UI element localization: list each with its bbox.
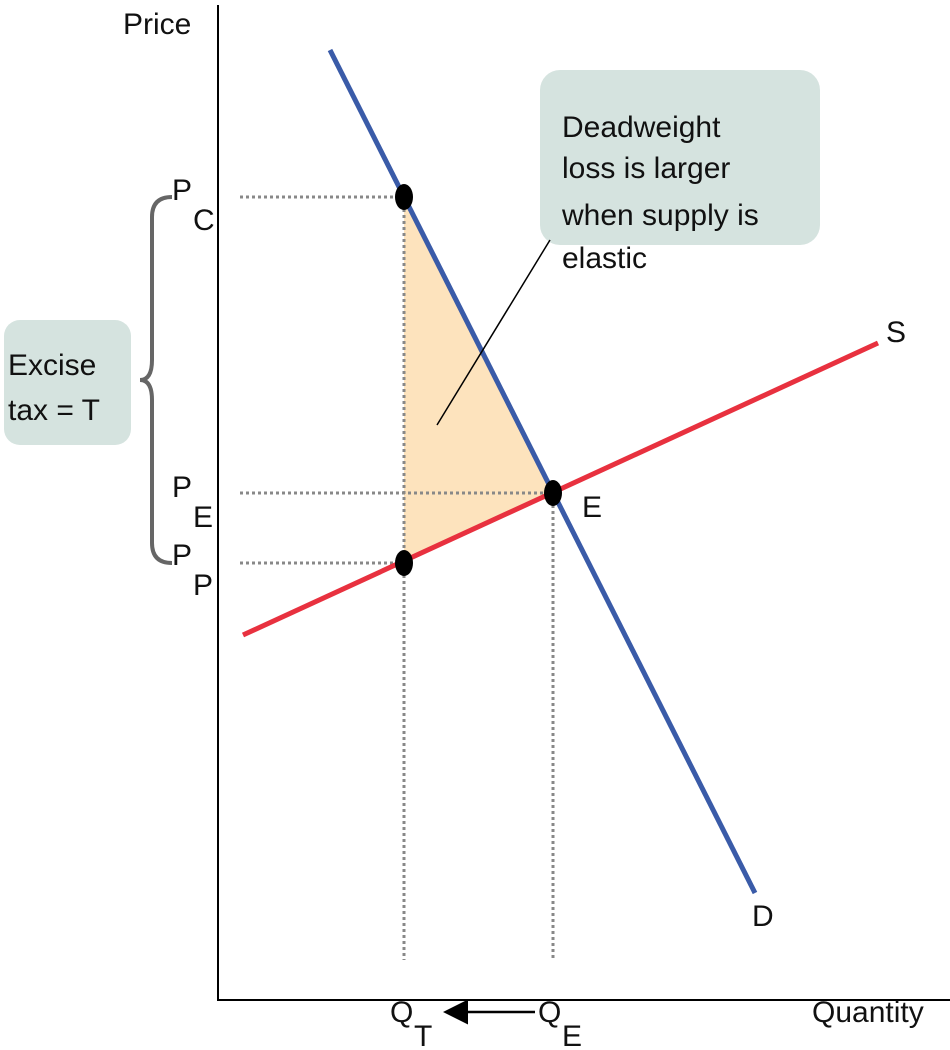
y-axis-label: Price bbox=[123, 8, 191, 41]
guides bbox=[240, 195, 555, 960]
callout-box bbox=[540, 70, 820, 245]
tax-box bbox=[4, 320, 131, 445]
callout-text: Deadweight bbox=[562, 111, 721, 144]
point bbox=[544, 480, 562, 506]
deadweight-loss bbox=[404, 197, 553, 563]
quantity-label: Q bbox=[538, 996, 561, 1029]
quantity-subscript: T bbox=[414, 1020, 432, 1050]
x-axis-label: Quantity bbox=[812, 996, 924, 1029]
tax-text: Excise bbox=[8, 349, 96, 382]
price-subscript: P bbox=[193, 569, 213, 602]
quantity-subscript: E bbox=[562, 1020, 582, 1050]
tax-text: tax = T bbox=[8, 394, 100, 427]
price-label: P bbox=[172, 539, 192, 572]
axes bbox=[217, 5, 950, 1001]
supply-label: S bbox=[886, 316, 906, 349]
price-subscript: C bbox=[193, 204, 215, 237]
equilibrium-label: E bbox=[582, 491, 602, 524]
demand-label: D bbox=[752, 900, 774, 933]
price-label: P bbox=[172, 471, 192, 504]
point bbox=[395, 550, 413, 576]
callout-text: when supply is bbox=[561, 199, 759, 232]
brace bbox=[139, 195, 173, 565]
quantity-label: Q bbox=[390, 996, 413, 1029]
callout-pointer bbox=[436, 239, 551, 426]
point bbox=[395, 184, 413, 210]
price-label: P bbox=[172, 174, 192, 207]
callout-text: elastic bbox=[562, 242, 647, 275]
callout-text: loss is larger bbox=[562, 152, 730, 185]
price-subscript: E bbox=[193, 501, 213, 534]
